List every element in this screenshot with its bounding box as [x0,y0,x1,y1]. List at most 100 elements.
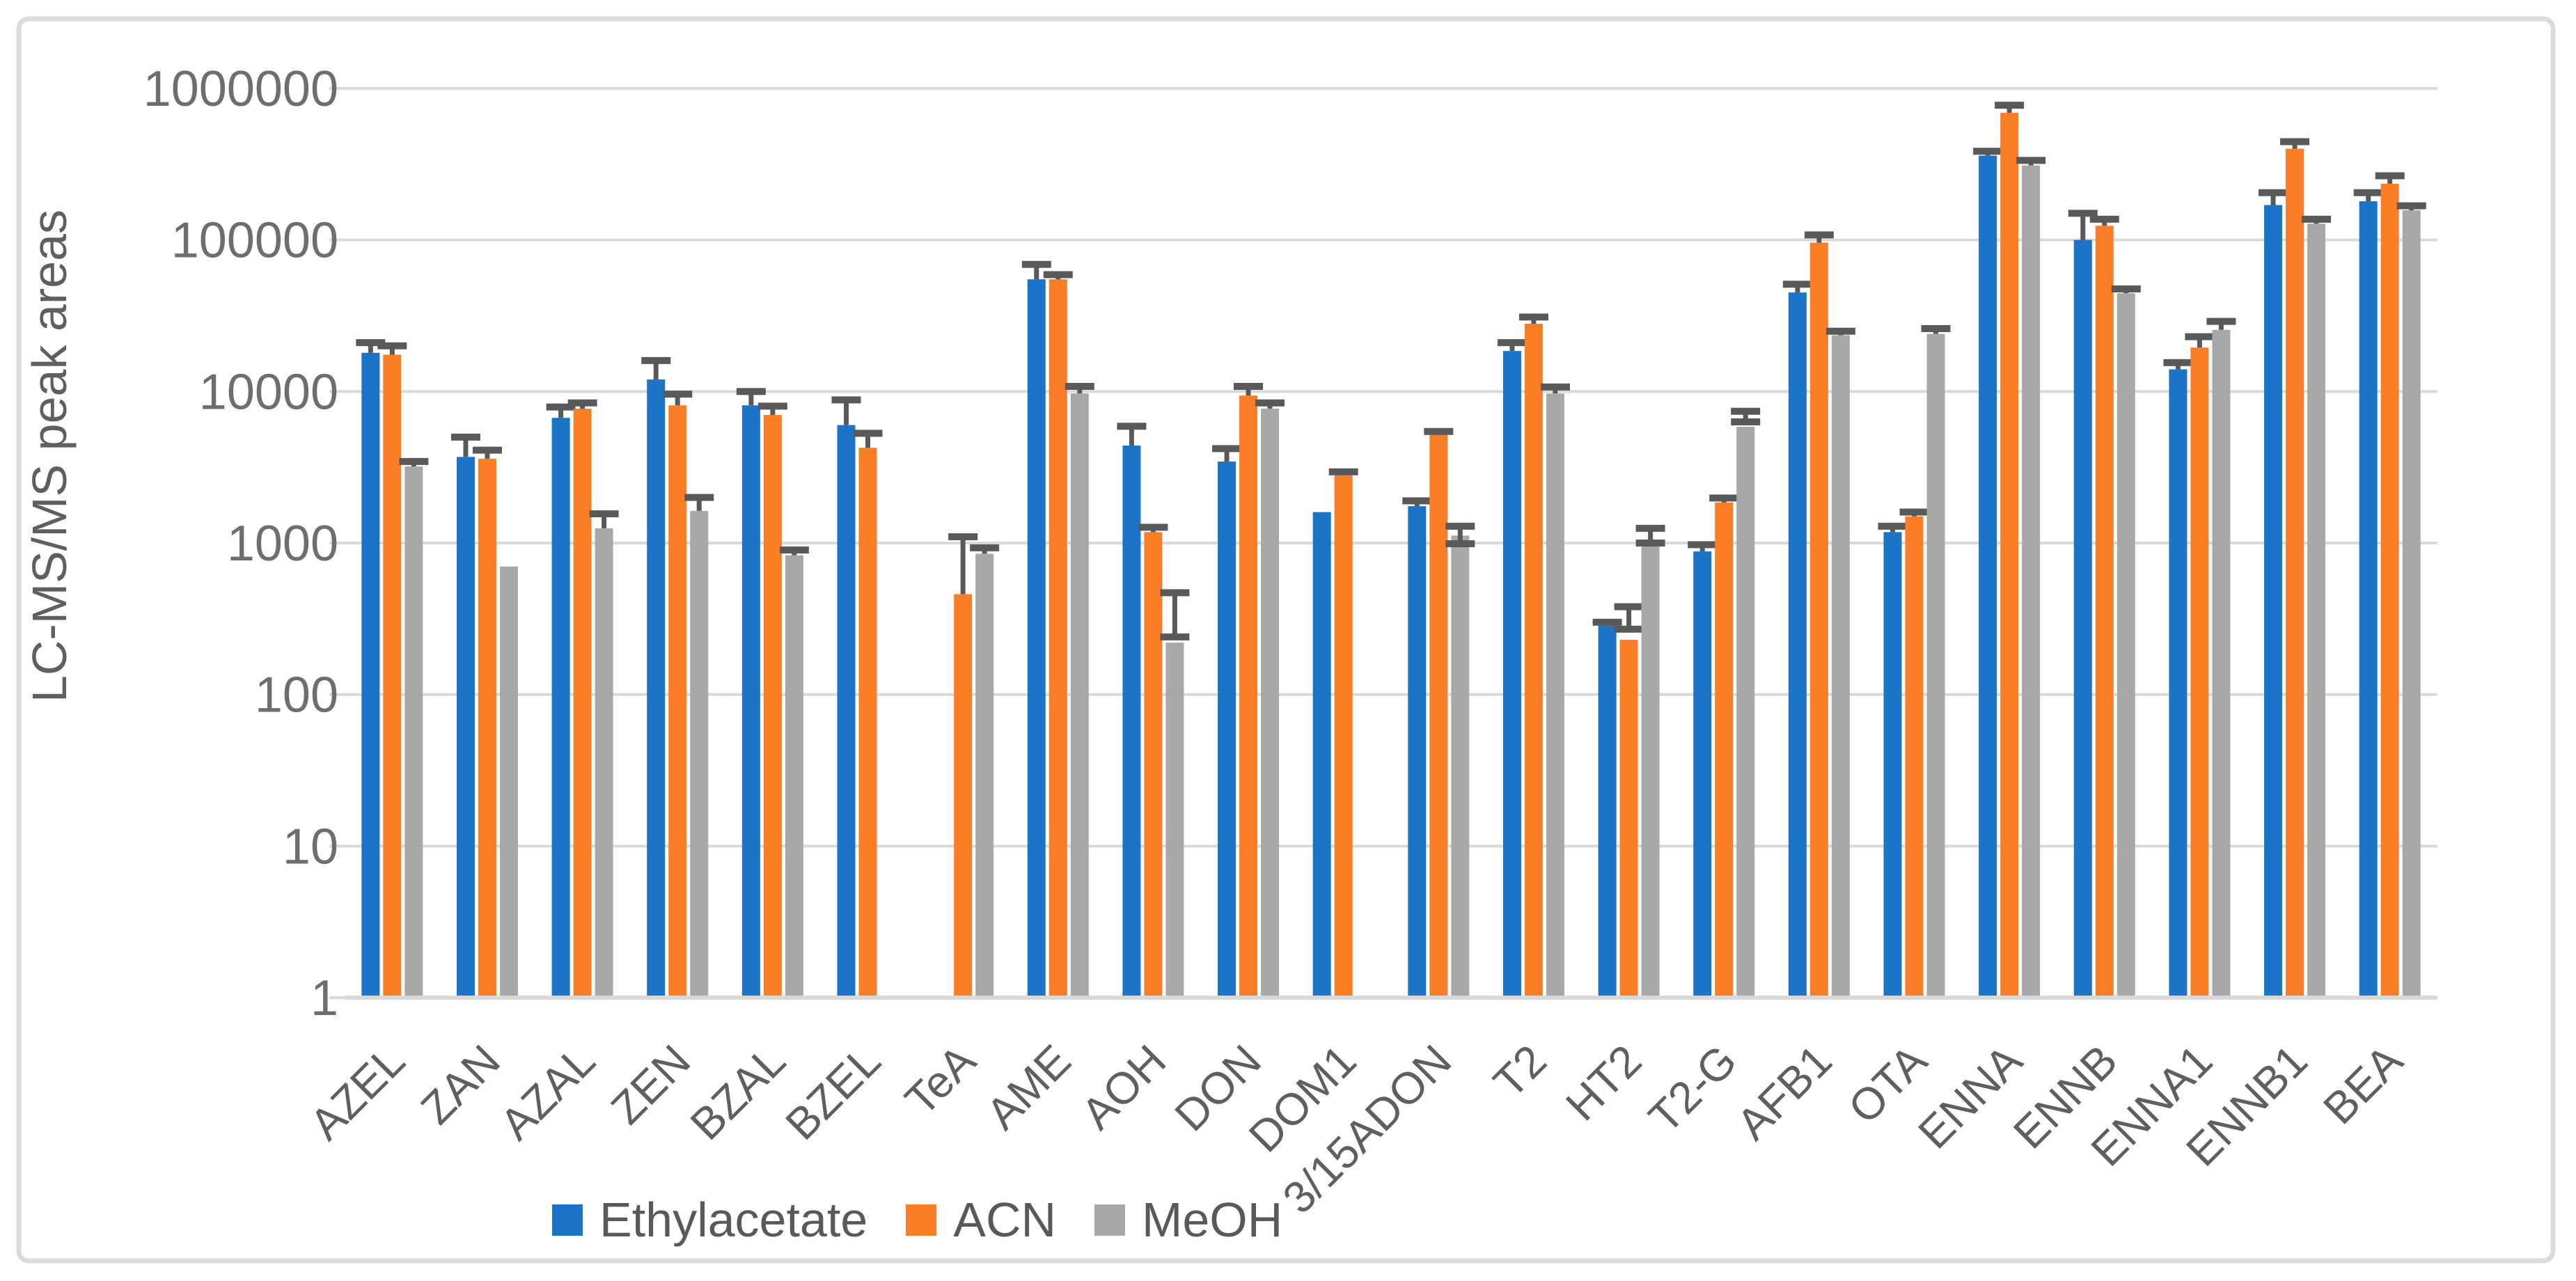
error-bar-MeOH-HT2 [1635,524,1665,547]
error-bar-MeOH-AME [1065,383,1094,394]
y-tick-labels: 1 10 100 1000 10000 100000 1000000 [143,61,338,1026]
error-bar-MeOH-AFB1 [1825,327,1855,336]
error-bar-Ethylacetate-AZAL [546,403,576,418]
error-bar-Ethylacetate-ENNA [1973,148,2003,156]
error-bar-ACN-ENNB [2089,215,2119,226]
bar-ACN-HT2 [1619,639,1638,998]
bar-Ethylacetate-DON [1218,461,1236,998]
y-tick-label: 10000 [199,364,338,420]
bar-ACN-T2-G [1715,502,1734,998]
error-bar-Ethylacetate-OTA [1878,522,1908,533]
bar-ACN-AOH [1144,532,1163,998]
error-bar-Ethylacetate-T2-G [1688,541,1718,552]
y-tick-label: 1 [311,970,338,1026]
legend-label: Ethylacetate [599,1193,868,1247]
legend-item-ACN: ACN [906,1192,1056,1248]
bar-MeOH-AFB1 [1831,335,1850,998]
legend-swatch [906,1204,937,1236]
bar-ACN-AME [1049,279,1067,998]
error-bar-ACN-AME [1043,271,1073,280]
legend: Ethylacetate ACN MeOH [552,1192,1282,1248]
bar-Ethylacetate-T2 [1502,351,1521,998]
error-bar-Ethylacetate-ENNA1 [2163,359,2193,370]
error-bar-MeOH-BZAL [779,546,809,556]
y-tick-label: 1000 [227,516,338,572]
bar-MeOH-3/15ADON [1451,535,1470,998]
error-bar-ACN-T2-G [1709,494,1739,503]
error-bar-ACN-ENNB1 [2280,138,2310,149]
bar-Ethylacetate-AZEL [361,352,380,998]
bar-Ethylacetate-HT2 [1598,625,1617,998]
bar-Ethylacetate-DOM1 [1312,512,1331,998]
bar-MeOH-ENNA [2022,165,2041,998]
series-Ethylacetate [356,148,2383,998]
error-bar-ACN-BZEL [853,430,883,448]
error-bar-Ethylacetate-T2 [1497,339,1527,352]
error-bar-ACN-AFB1 [1804,231,1834,243]
bar-MeOH-AZAL [595,528,613,998]
bar-Ethylacetate-T2-G [1693,551,1712,998]
bar-MeOH-HT2 [1641,540,1660,998]
legend-label: MeOH [1142,1193,1283,1247]
error-bar-MeOH-OTA [1921,324,1951,334]
error-bar-MeOH-AZAL [589,510,619,528]
bar-ACN-ENNA1 [2190,347,2209,998]
series-ACN [377,102,2405,998]
error-bar-Ethylacetate-BEA [2353,189,2383,202]
error-bar-MeOH-AZEL [399,457,429,467]
x-category-label: T2-G [1639,1035,1746,1142]
error-bar-ACN-3/15ADON [1424,427,1454,435]
bar-Ethylacetate-ZEN [647,379,666,998]
bar-Ethylacetate-AOH [1122,445,1141,998]
bar-MeOH-T2 [1546,393,1564,998]
error-bar-Ethylacetate-AME [1021,260,1051,280]
bar-Ethylacetate-BZAL [741,405,760,998]
y-tick-label: 10 [283,819,338,874]
error-bar-MeOH-TeA [970,544,1000,554]
error-bar-Ethylacetate-BZAL [736,388,766,406]
error-bar-ACN-ZAN [472,446,502,459]
bar-Ethylacetate-ENNB1 [2264,205,2283,998]
bar-ACN-OTA [1905,516,1924,998]
bar-MeOH-ENNB [2116,293,2135,998]
bar-Ethylacetate-3/15ADON [1408,506,1427,998]
bar-ACN-AZAL [573,409,592,998]
bar-Ethylacetate-AME [1027,279,1046,998]
bar-MeOH-T2-G [1736,427,1755,998]
x-category-label: T2 [1484,1035,1556,1108]
bar-MeOH-DON [1261,409,1280,998]
y-tick-label: 1000000 [143,61,338,117]
bar-MeOH-ENNB1 [2307,223,2326,998]
x-category-label: ENNA [1908,1035,2032,1158]
error-bar-MeOH-AOH [1160,589,1190,640]
bar-Ethylacetate-BZEL [837,425,856,998]
legend-label: ACN [953,1193,1057,1247]
error-bar-MeOH-ENNA1 [2206,317,2236,330]
error-bar-ACN-ENNA1 [2185,333,2215,348]
bar-MeOH-ENNA1 [2212,329,2231,998]
error-bar-ACN-DON [1234,383,1264,396]
bar-Ethylacetate-ENNA1 [2169,369,2188,998]
x-category-label: AZAL [490,1035,604,1149]
error-bar-ACN-BEA [2375,172,2405,184]
y-tick-label: 100000 [171,213,338,269]
bar-MeOH-ZAN [499,566,518,998]
bar-ACN-ENNA [2000,113,2019,998]
error-bar-Ethylacetate-ENNB1 [2259,189,2288,205]
bar-ACN-T2 [1524,323,1543,998]
bar-ACN-BEA [2380,183,2399,998]
bar-Ethylacetate-ZAN [456,457,475,998]
bar-MeOH-ZEN [690,510,709,998]
bar-MeOH-AZEL [405,466,423,998]
error-bar-ACN-BZAL [757,402,787,416]
bar-ACN-AFB1 [1809,242,1828,998]
error-bar-MeOH-ENNB1 [2302,215,2332,224]
error-bar-ACN-HT2 [1614,603,1644,633]
bar-MeOH-AOH [1165,643,1184,998]
bar-Ethylacetate-ENNA [1979,155,1997,998]
bar-MeOH-BEA [2402,210,2421,998]
bar-ACN-BZEL [858,448,877,998]
x-category-label: BZAL [681,1035,795,1149]
y-axis-title: LC-MS/MS peak areas [22,210,77,702]
